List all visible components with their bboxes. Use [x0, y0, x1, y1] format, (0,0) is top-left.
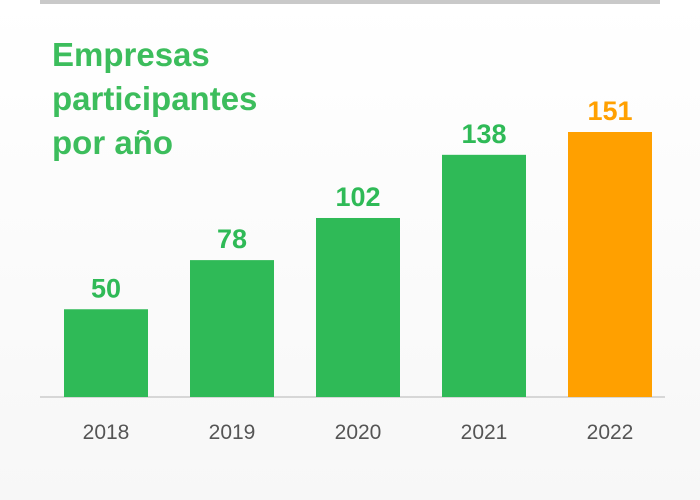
chart-title-line-3: por año — [52, 124, 173, 161]
x-tick-labels-group: 2018 2019 2020 2021 2022 — [83, 421, 634, 444]
x-tick-label-2019: 2019 — [209, 421, 256, 444]
chart-title: Empresas participantes por año — [52, 33, 257, 165]
value-label-2021: 138 — [461, 119, 506, 149]
value-label-2022: 151 — [587, 96, 632, 126]
bar-2021 — [442, 154, 526, 397]
x-tick-label-2021: 2021 — [461, 421, 508, 444]
x-tick-label-2018: 2018 — [83, 421, 130, 444]
chart-title-line-1: Empresas — [52, 36, 210, 73]
bars-group — [64, 132, 652, 397]
value-label-2018: 50 — [91, 273, 121, 303]
chart-title-line-2: participantes — [52, 80, 258, 117]
value-labels-group: 50 78 102 138 151 — [91, 96, 633, 303]
bar-2020 — [316, 217, 400, 397]
bar-2019 — [190, 260, 274, 397]
x-tick-label-2022: 2022 — [587, 421, 634, 444]
top-divider — [40, 0, 660, 4]
value-label-2019: 78 — [217, 224, 247, 254]
bar-2022 — [568, 132, 652, 397]
value-label-2020: 102 — [335, 182, 380, 212]
x-tick-label-2020: 2020 — [335, 421, 382, 444]
bar-2018 — [64, 309, 148, 397]
